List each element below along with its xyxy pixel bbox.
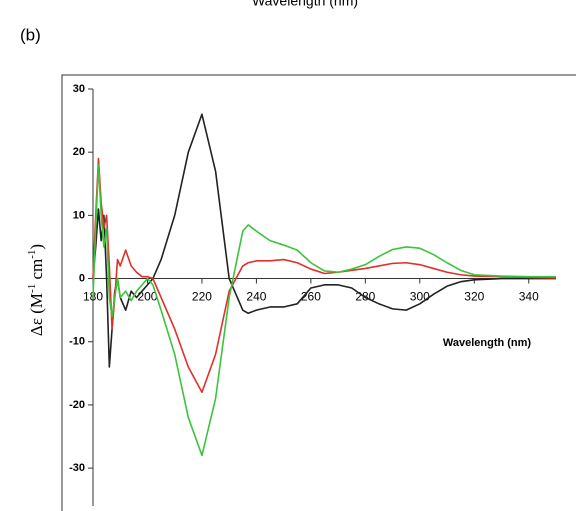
y-tick-label: -10 [69, 336, 85, 348]
x-tick-label: 220 [192, 290, 212, 304]
x-tick-label: 300 [410, 290, 430, 304]
y-label-sup: -1 [26, 284, 38, 293]
y-tick-label: 10 [73, 209, 85, 221]
series-line [92, 164, 556, 457]
y-tick-label: 20 [73, 146, 85, 158]
series-line [92, 157, 557, 394]
y-label-sup: -1 [26, 250, 38, 259]
panel-label: (b) [20, 25, 41, 44]
top-caption: Wavelength (nm) [252, 0, 358, 9]
x-tick-label: 200 [137, 290, 157, 304]
y-label-part: Δε (M [27, 293, 46, 336]
y-label-part: ) [27, 244, 46, 250]
x-axis-label: Wavelength (nm) [443, 337, 532, 349]
x-tick-label: 320 [464, 290, 484, 304]
y-tick-label: 0 [79, 272, 85, 284]
x-tick-label: 340 [519, 290, 539, 304]
y-label-part: cm [27, 259, 46, 284]
y-tick-label: -30 [69, 462, 85, 474]
y-axis-label: Δε (M-1 cm-1) [26, 244, 46, 336]
y-tick-label: 30 [73, 83, 85, 95]
x-tick-label: 240 [246, 290, 266, 304]
series-line [92, 113, 556, 368]
plot-frame [61, 74, 576, 511]
y-tick-label: -20 [69, 399, 85, 411]
